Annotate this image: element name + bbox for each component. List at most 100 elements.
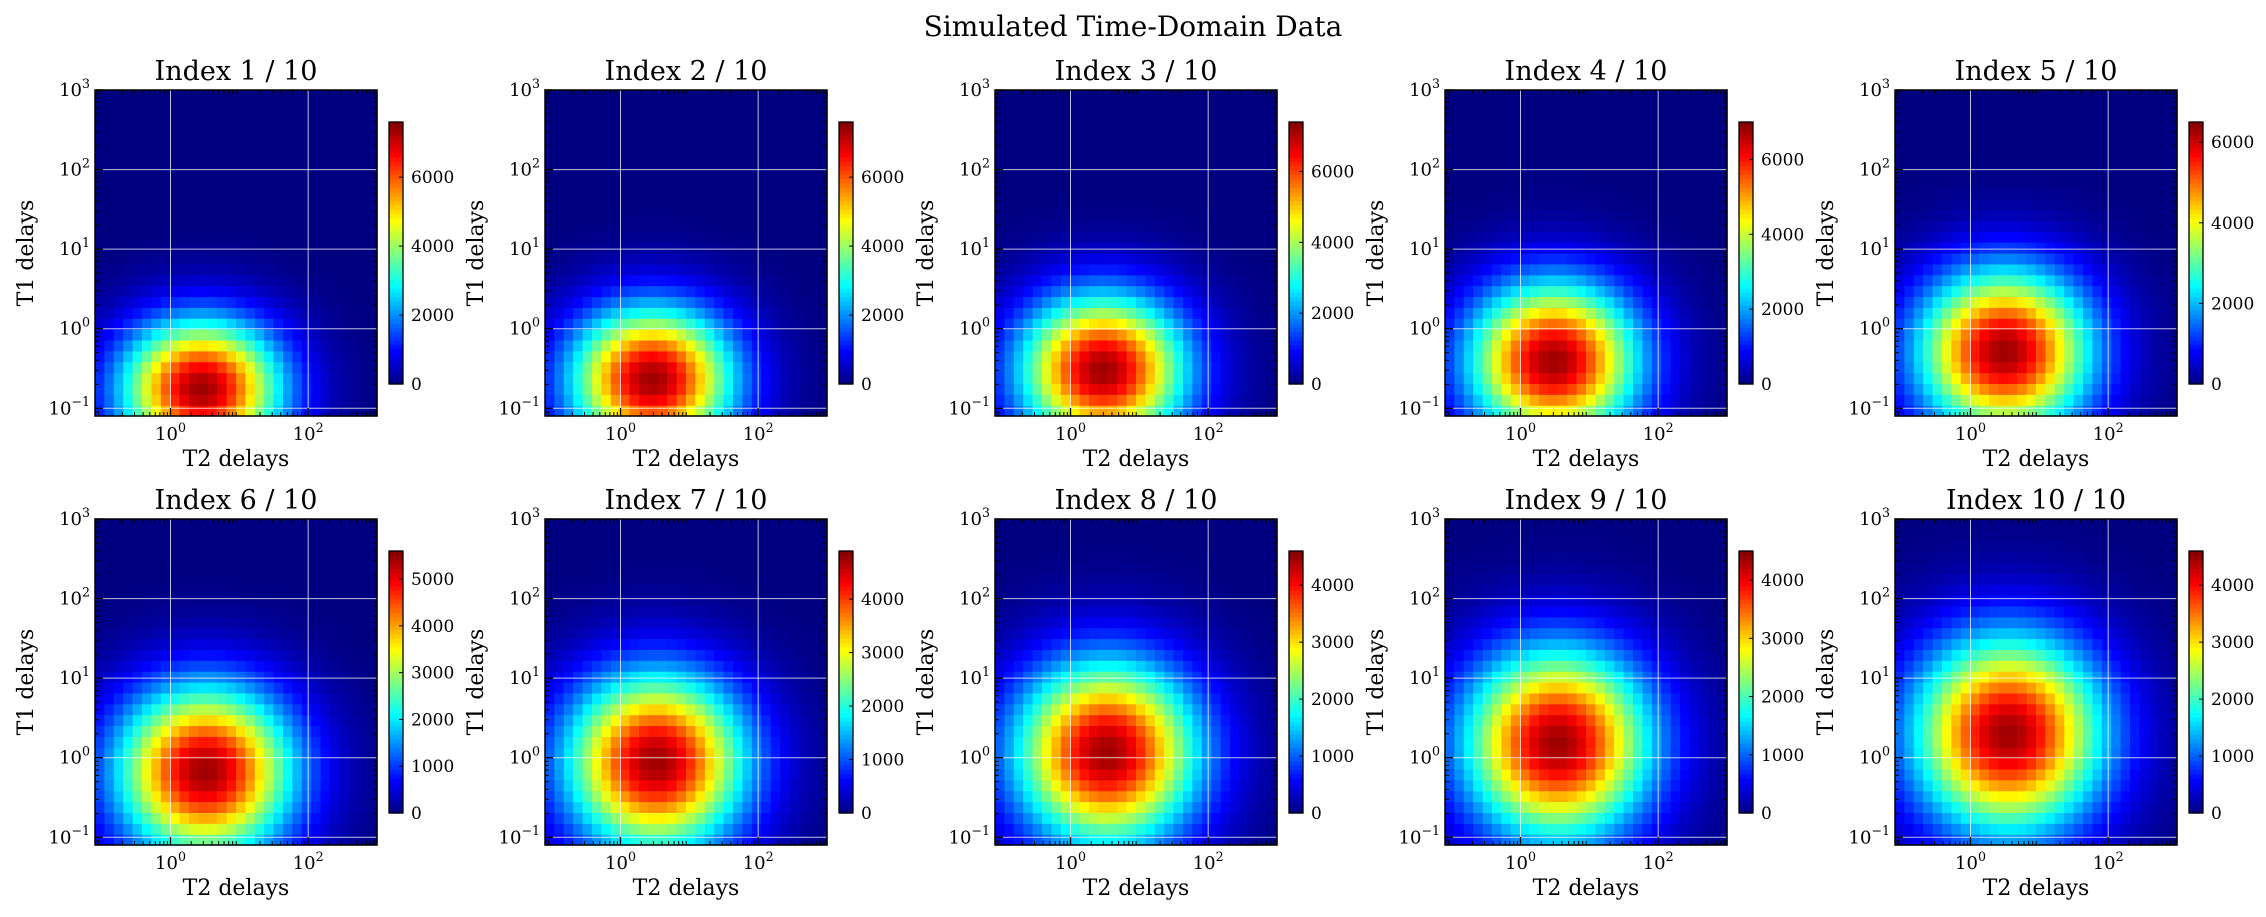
heatmap-cell bbox=[686, 318, 696, 330]
heatmap-cell bbox=[1239, 90, 1250, 102]
heatmap-cell bbox=[1192, 274, 1203, 287]
heatmap-cell bbox=[1060, 318, 1071, 330]
heatmap-cell bbox=[113, 253, 124, 265]
heatmap-cell bbox=[1445, 263, 1455, 276]
heatmap-cell bbox=[1717, 274, 1728, 287]
heatmap-cell bbox=[1154, 405, 1165, 417]
heatmap-cell bbox=[629, 394, 640, 406]
heatmap-cell bbox=[1463, 176, 1474, 189]
heatmap-cell bbox=[1023, 144, 1034, 156]
heatmap-cell bbox=[1923, 220, 1934, 232]
heatmap-cell bbox=[1192, 187, 1203, 200]
heatmap-cell bbox=[1670, 329, 1681, 341]
colorbar-segment bbox=[1739, 152, 1753, 158]
heatmap-cell bbox=[1042, 176, 1052, 189]
heatmap-cell bbox=[686, 122, 696, 135]
heatmap-cell bbox=[1463, 111, 1474, 124]
heatmap-cell bbox=[573, 361, 584, 374]
heatmap-cell bbox=[189, 90, 199, 102]
heatmap-cell bbox=[1239, 372, 1250, 384]
heatmap-cell bbox=[592, 144, 602, 156]
heatmap-cell bbox=[798, 231, 809, 243]
heatmap-cell bbox=[1548, 166, 1559, 178]
heatmap-cell bbox=[751, 187, 762, 200]
heatmap-cell bbox=[563, 198, 574, 211]
heatmap-cell bbox=[1642, 329, 1653, 341]
heatmap-cell bbox=[780, 198, 790, 211]
heatmap-cell bbox=[1548, 220, 1559, 232]
heatmap-cell bbox=[226, 220, 237, 232]
heatmap-cell bbox=[320, 361, 331, 374]
heatmap-cell bbox=[330, 350, 340, 363]
heatmap-cell bbox=[1680, 274, 1690, 287]
colorbar-segment bbox=[1739, 235, 1753, 241]
heatmap-cell bbox=[104, 144, 115, 156]
heatmap-cell bbox=[320, 220, 331, 232]
heatmap-cell bbox=[1557, 133, 1568, 145]
heatmap-cell bbox=[1164, 318, 1175, 330]
heatmap-cell bbox=[160, 296, 171, 308]
heatmap-cell bbox=[1463, 133, 1474, 145]
heatmap-cell bbox=[1220, 372, 1231, 384]
heatmap-cell bbox=[226, 372, 237, 384]
heatmap-cell bbox=[1633, 383, 1643, 395]
heatmap-cell bbox=[1173, 176, 1184, 189]
heatmap-cell bbox=[789, 133, 800, 145]
heatmap-cell bbox=[1923, 144, 1934, 156]
colorbar-segment bbox=[389, 335, 403, 341]
heatmap-cell bbox=[1651, 111, 1662, 124]
colorbar-segment bbox=[1289, 318, 1303, 324]
heatmap-cell bbox=[2017, 187, 2028, 200]
heatmap-cell bbox=[1164, 263, 1175, 276]
heatmap-cell bbox=[648, 111, 659, 124]
heatmap-cell bbox=[1970, 176, 1981, 189]
heatmap-cell bbox=[1482, 209, 1493, 221]
heatmap-cell bbox=[592, 263, 602, 276]
heatmap-cell bbox=[1586, 263, 1596, 276]
heatmap-cell bbox=[1904, 155, 1915, 167]
heatmap-cell bbox=[714, 176, 725, 189]
heatmap-cell bbox=[648, 405, 659, 417]
heatmap-cell bbox=[789, 307, 800, 319]
heatmap-cell bbox=[798, 144, 809, 156]
heatmap-cell bbox=[301, 176, 312, 189]
heatmap-cell bbox=[592, 176, 602, 189]
heatmap-cell bbox=[1651, 339, 1662, 352]
heatmap-cell bbox=[1258, 307, 1269, 319]
heatmap-cell bbox=[132, 350, 143, 363]
heatmap-cell bbox=[733, 231, 743, 243]
heatmap-cell bbox=[1970, 187, 1981, 200]
heatmap-cell bbox=[1970, 100, 1981, 113]
heatmap-cell bbox=[573, 394, 584, 406]
heatmap-cell bbox=[1942, 144, 1952, 156]
heatmap-cell bbox=[723, 100, 734, 113]
heatmap-cell bbox=[1051, 133, 1062, 145]
heatmap-cell bbox=[808, 318, 819, 330]
colorbar-segment bbox=[389, 148, 403, 154]
heatmap-cell bbox=[1051, 209, 1062, 221]
heatmap-cell bbox=[292, 231, 303, 243]
heatmap-cell bbox=[639, 285, 649, 298]
heatmap-cell bbox=[704, 198, 715, 211]
heatmap-cell bbox=[170, 383, 181, 395]
heatmap-cell bbox=[639, 122, 649, 135]
heatmap-cell bbox=[236, 372, 246, 384]
heatmap-cell bbox=[1717, 133, 1728, 145]
heatmap-cell bbox=[714, 394, 725, 406]
heatmap-cell bbox=[1454, 90, 1465, 102]
heatmap-cell bbox=[1586, 111, 1596, 124]
heatmap-cell bbox=[142, 100, 152, 113]
heatmap-cell bbox=[1267, 285, 1278, 298]
heatmap-cell bbox=[1089, 383, 1099, 395]
heatmap-cell bbox=[330, 329, 340, 341]
heatmap-cell bbox=[320, 231, 331, 243]
heatmap-cell bbox=[742, 405, 753, 417]
heatmap-cell bbox=[808, 394, 819, 406]
heatmap-cell bbox=[1013, 405, 1024, 417]
heatmap-cell bbox=[1548, 90, 1559, 102]
heatmap-cell bbox=[751, 144, 762, 156]
heatmap-cell bbox=[554, 133, 565, 145]
heatmap-cell bbox=[1032, 285, 1043, 298]
heatmap-cell bbox=[742, 361, 753, 374]
heatmap-cell bbox=[1070, 90, 1081, 102]
